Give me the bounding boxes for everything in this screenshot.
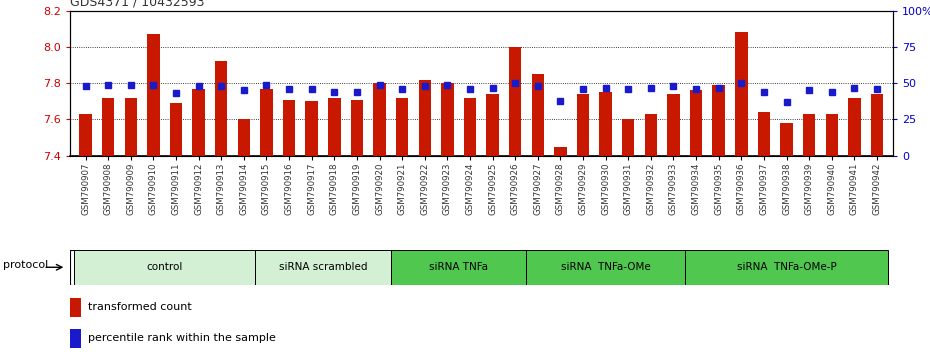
Bar: [147, 34, 160, 354]
Bar: [418, 80, 431, 354]
Bar: [396, 98, 408, 354]
Bar: [577, 94, 590, 354]
Bar: [554, 147, 566, 354]
Text: protocol: protocol: [4, 261, 48, 270]
Bar: [644, 114, 658, 354]
FancyBboxPatch shape: [74, 250, 255, 285]
Bar: [848, 98, 860, 354]
Bar: [238, 120, 250, 354]
Text: siRNA  TNFa-OMe-P: siRNA TNFa-OMe-P: [737, 262, 836, 272]
Bar: [464, 98, 476, 354]
Bar: [509, 47, 522, 354]
Bar: [351, 99, 363, 354]
Bar: [260, 88, 272, 354]
FancyBboxPatch shape: [255, 250, 391, 285]
FancyBboxPatch shape: [684, 250, 888, 285]
Text: control: control: [147, 262, 183, 272]
Bar: [170, 103, 182, 354]
Bar: [667, 94, 680, 354]
Text: percentile rank within the sample: percentile rank within the sample: [88, 333, 276, 343]
Bar: [803, 114, 816, 354]
Bar: [79, 114, 92, 354]
Bar: [622, 120, 634, 354]
Bar: [780, 123, 792, 354]
Bar: [735, 32, 748, 354]
Bar: [193, 88, 205, 354]
Bar: [305, 101, 318, 354]
Bar: [215, 62, 228, 354]
FancyBboxPatch shape: [526, 250, 684, 285]
Bar: [441, 83, 454, 354]
Bar: [600, 92, 612, 354]
Bar: [532, 74, 544, 354]
Bar: [486, 94, 498, 354]
Bar: [283, 99, 296, 354]
FancyBboxPatch shape: [391, 250, 526, 285]
Bar: [870, 94, 883, 354]
Bar: [328, 98, 340, 354]
Text: siRNA  TNFa-OMe: siRNA TNFa-OMe: [561, 262, 650, 272]
Bar: [758, 112, 770, 354]
Text: siRNA scrambled: siRNA scrambled: [279, 262, 367, 272]
Bar: [826, 114, 838, 354]
Bar: [102, 98, 114, 354]
Bar: [70, 298, 81, 317]
Text: siRNA TNFa: siRNA TNFa: [429, 262, 488, 272]
Bar: [70, 329, 81, 348]
FancyBboxPatch shape: [70, 250, 884, 285]
Text: GDS4371 / 10432593: GDS4371 / 10432593: [70, 0, 205, 9]
Bar: [125, 98, 137, 354]
Bar: [690, 91, 702, 354]
Bar: [712, 85, 724, 354]
Text: transformed count: transformed count: [88, 302, 193, 313]
Bar: [373, 83, 386, 354]
